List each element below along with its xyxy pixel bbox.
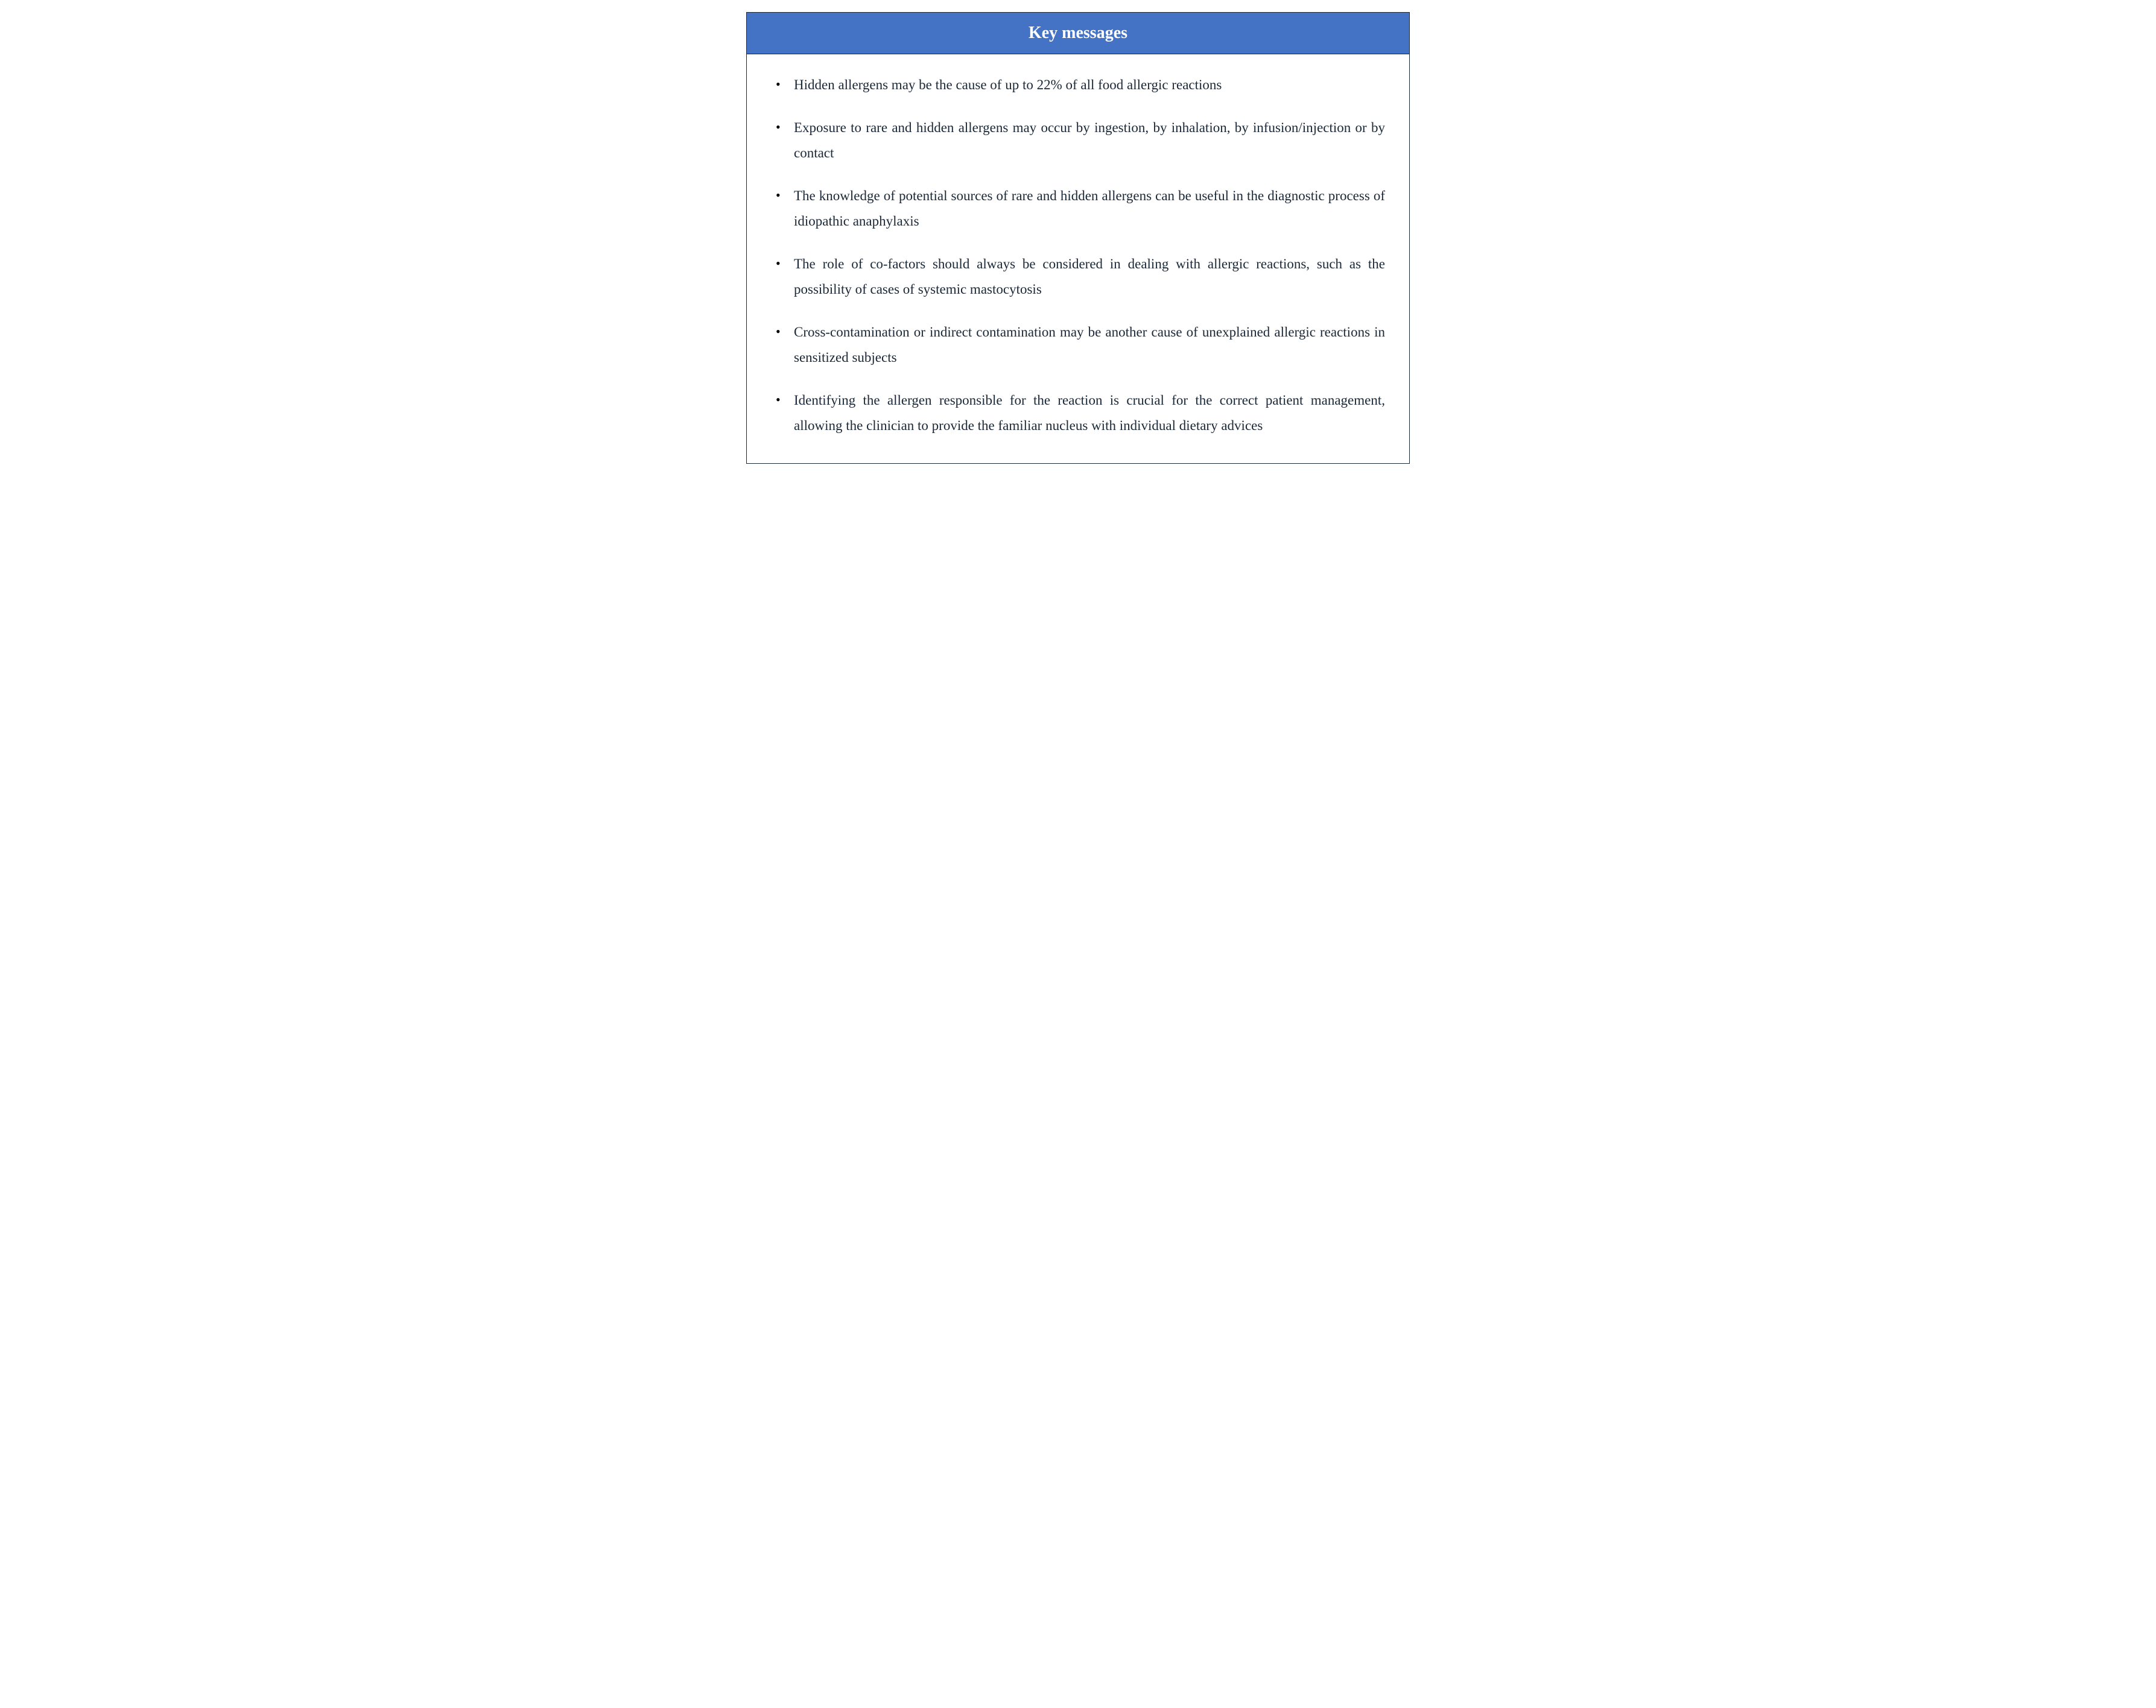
box-header: Key messages (747, 13, 1409, 54)
box-content: Hidden allergens may be the cause of up … (747, 54, 1409, 463)
list-item: The role of co-factors should always be … (771, 251, 1385, 303)
list-item: Cross-contamination or indirect contamin… (771, 320, 1385, 371)
list-item: Exposure to rare and hidden allergens ma… (771, 115, 1385, 166)
list-item: Hidden allergens may be the cause of up … (771, 72, 1385, 98)
box-title: Key messages (1029, 24, 1127, 42)
key-messages-box: Key messages Hidden allergens may be the… (746, 12, 1410, 464)
list-item: Identifying the allergen responsible for… (771, 388, 1385, 439)
list-item: The knowledge of potential sources of ra… (771, 183, 1385, 235)
messages-list: Hidden allergens may be the cause of up … (771, 72, 1385, 439)
